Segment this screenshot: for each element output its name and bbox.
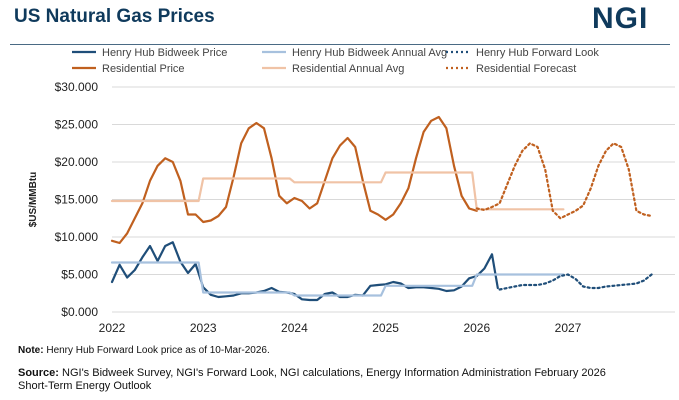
y-tick-label: $20.000 — [55, 155, 99, 169]
chart-source: Source: NGI's Bidweek Survey, NGI's Forw… — [18, 367, 638, 393]
y-tick-label: $25.000 — [55, 118, 99, 132]
chart-axes: $0.000 $5.000 $10.000 $15.000 $20.000 $25.000… — [28, 80, 582, 335]
series-line-5 — [110, 171, 565, 211]
legend-label: Henry Hub Bidweek Annual Avg — [292, 47, 447, 59]
chart: Henry Hub Bidweek Price Henry Hub Bidweek… — [28, 47, 675, 335]
y-tick-label: $30.000 — [55, 80, 99, 94]
chart-note: Note: Henry Hub Forward Look price as of… — [18, 345, 270, 356]
x-tick-label: 2025 — [372, 321, 399, 335]
title-divider — [10, 44, 670, 45]
chart-title: US Natural Gas Prices — [14, 6, 215, 27]
y-tick-label: $5.000 — [61, 268, 98, 282]
note-text: Henry Hub Forward Look price as of 10-Ma… — [43, 345, 270, 356]
source-label: Source: — [18, 367, 59, 379]
note-label: Note: — [18, 345, 44, 356]
series-line-4 — [110, 115, 478, 245]
chart-legend: Henry Hub Bidweek Price Henry Hub Bidweek… — [72, 47, 599, 75]
legend-label: Residential Price — [102, 63, 185, 75]
y-tick-label: $15.000 — [55, 193, 99, 207]
series-line-2 — [110, 261, 565, 297]
series-line-6 — [475, 142, 653, 220]
legend-label: Residential Annual Avg — [292, 63, 404, 75]
chart-series — [110, 115, 653, 302]
x-tick-label: 2027 — [555, 321, 582, 335]
legend-label: Residential Forecast — [476, 63, 576, 75]
y-tick-label: $10.000 — [55, 230, 99, 244]
x-tick-label: 2022 — [99, 321, 126, 335]
chart-grid — [112, 86, 675, 313]
y-axis-title: $US/MMBtu — [28, 172, 39, 228]
ngi-logo: NGI — [592, 2, 649, 35]
x-tick-label: 2024 — [281, 321, 308, 335]
y-tick-label: $0.000 — [61, 305, 98, 319]
legend-label: Henry Hub Bidweek Price — [102, 47, 227, 59]
series-line-3 — [498, 273, 653, 291]
source-text: NGI's Bidweek Survey, NGI's Forward Look… — [18, 367, 606, 392]
legend-label: Henry Hub Forward Look — [476, 47, 599, 59]
x-tick-label: 2023 — [190, 321, 217, 335]
series-line-1 — [110, 241, 499, 302]
x-tick-label: 2026 — [463, 321, 490, 335]
